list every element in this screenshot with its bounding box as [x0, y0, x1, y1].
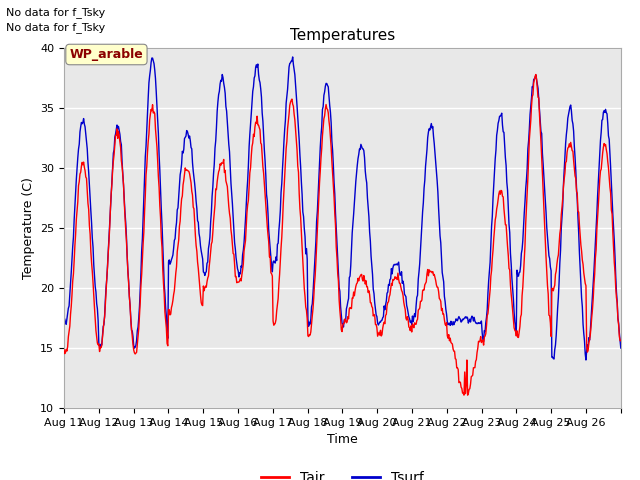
Title: Temperatures: Temperatures [290, 28, 395, 43]
X-axis label: Time: Time [327, 433, 358, 446]
Y-axis label: Temperature (C): Temperature (C) [22, 177, 35, 279]
Legend: Tair, Tsurf: Tair, Tsurf [255, 465, 429, 480]
Text: No data for f_Tsky: No data for f_Tsky [6, 7, 106, 18]
Text: WP_arable: WP_arable [70, 48, 143, 61]
Text: No data for f_Tsky: No data for f_Tsky [6, 22, 106, 33]
